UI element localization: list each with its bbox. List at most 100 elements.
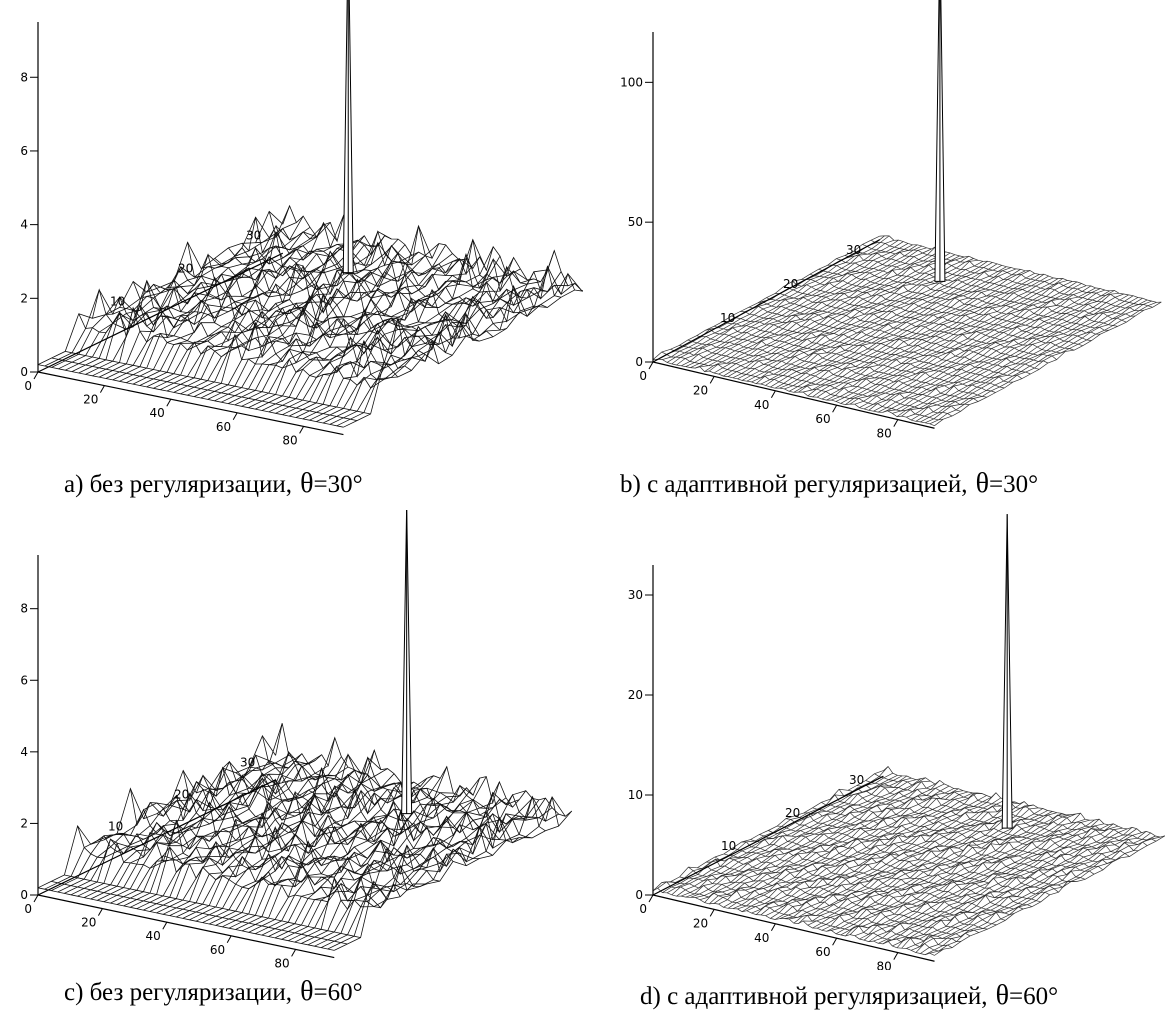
z-tick-label: 2 [20,291,28,305]
x-tick-label: 0 [24,902,32,916]
caption-b: b) с адаптивной регуляризацией, θ=30° [620,468,1038,500]
z-tick-label: 0 [20,365,28,379]
surface-mesh [37,723,573,951]
z-tick-label: 6 [20,144,28,158]
caption-a: a) без регуляризации, θ=30° [64,468,363,500]
y-tick-label: 20 [174,787,189,801]
caption-c: c) без регуляризации, θ=60° [64,976,363,1008]
caption-b-text: b) с адаптивной регуляризацией, [620,471,968,498]
x-tick [33,371,39,380]
y-tick-label: 20 [178,262,193,276]
z-tick-label: 50 [628,215,643,229]
surface-plot-b-canvas: 0 50 100 0 20 40 60 80 10 20 30 [620,0,1162,441]
x-tick-label: 80 [877,960,892,970]
z-tick-label: 0 [635,355,643,369]
x-tick-label: 20 [81,916,96,930]
x-tick [832,937,838,946]
z-tick-label: 4 [20,218,28,232]
y-axis [37,779,276,896]
surface-plot-c: 0 2 4 6 8 0 20 40 60 80 10 20 30 [0,510,583,970]
y-tick-label: 20 [783,277,798,291]
y-tick-label: 30 [246,229,261,243]
y-tick-label: 10 [720,311,735,325]
x-tick [166,398,172,407]
caption-d: d) с адаптивной регуляризацией, θ=60° [640,980,1058,1012]
x-tick-label: 80 [274,956,289,970]
z-tick-label: 30 [628,588,643,602]
y-axis [37,252,284,373]
x-tick-label: 40 [754,931,769,945]
caption-b-angle: =30° [988,471,1039,498]
x-tick [291,949,297,957]
x-tick [709,376,715,384]
x-axis [37,894,335,959]
z-tick-label: 8 [20,602,28,616]
surface-plot-d-canvas: 0 10 20 30 0 20 40 60 80 10 20 30 [628,514,1166,970]
surface-plot-b: 0 50 100 0 20 40 60 80 10 20 30 [583,0,1166,460]
x-tick [162,921,168,930]
caption-c-theta: θ [300,976,314,1007]
caption-c-text: c) без регуляризации, [64,979,293,1006]
x-axis [652,361,935,429]
caption-c-angle: =60° [313,979,363,1006]
x-tick-label: 60 [815,945,830,959]
z-tick-label: 10 [628,788,643,802]
axes: 0 10 20 30 0 20 40 60 80 10 20 30 [628,565,935,970]
x-tick-label: 60 [210,943,225,957]
x-tick-label: 0 [639,369,647,383]
y-tick-label: 10 [721,839,736,853]
y-tick-label: 30 [849,773,864,787]
x-tick-label: 20 [83,393,98,407]
surface-mesh [37,204,583,428]
x-tick-label: 40 [146,929,161,943]
y-tick-label: 10 [108,819,123,833]
x-tick [709,909,715,917]
x-tick [97,908,103,916]
z-tick-label: 6 [20,673,28,687]
x-tick [232,412,238,421]
x-tick [832,404,838,413]
x-tick [99,385,105,393]
y-tick-label: 10 [110,295,125,309]
surface-mesh [652,765,1166,956]
z-tick-label: 0 [635,888,643,902]
x-tick-label: 0 [639,902,647,916]
caption-d-theta: θ [995,980,1009,1011]
x-tick-label: 0 [24,379,32,393]
surface-mesh [652,235,1162,427]
caption-d-text: d) с адаптивной регуляризацией, [640,983,988,1010]
x-tick-label: 40 [754,398,769,412]
x-tick-label: 40 [150,406,165,420]
y-axis [652,775,884,896]
x-tick [299,426,305,434]
y-tick-label: 30 [240,755,255,769]
x-tick-label: 60 [815,412,830,426]
x-tick [770,390,776,399]
z-tick-label: 20 [628,688,643,702]
x-tick [770,923,776,932]
x-tick [893,419,899,427]
z-tick-label: 100 [620,75,643,89]
axes: 0 50 100 0 20 40 60 80 10 20 30 [620,32,935,441]
caption-b-theta: θ [975,468,989,499]
caption-a-theta: θ [300,468,314,499]
x-tick [893,952,899,960]
caption-a-text: a) без регуляризации, [64,471,293,498]
x-tick-label: 80 [877,427,892,441]
y-axis [652,239,881,363]
z-tick-label: 2 [20,816,28,830]
caption-d-angle: =60° [1008,983,1059,1010]
surface-plot-a: 0 2 4 6 8 0 20 40 60 80 10 20 30 [0,0,583,460]
y-tick-label: 30 [846,243,861,257]
x-tick [648,894,654,903]
surface-plot-d: 0 10 20 30 0 20 40 60 80 10 20 30 [583,510,1166,970]
x-tick-label: 20 [693,383,708,397]
x-axis [37,371,344,436]
y-tick-label: 20 [785,806,800,820]
x-tick [226,935,232,944]
z-tick-label: 8 [20,70,28,84]
z-tick-label: 0 [20,888,28,902]
